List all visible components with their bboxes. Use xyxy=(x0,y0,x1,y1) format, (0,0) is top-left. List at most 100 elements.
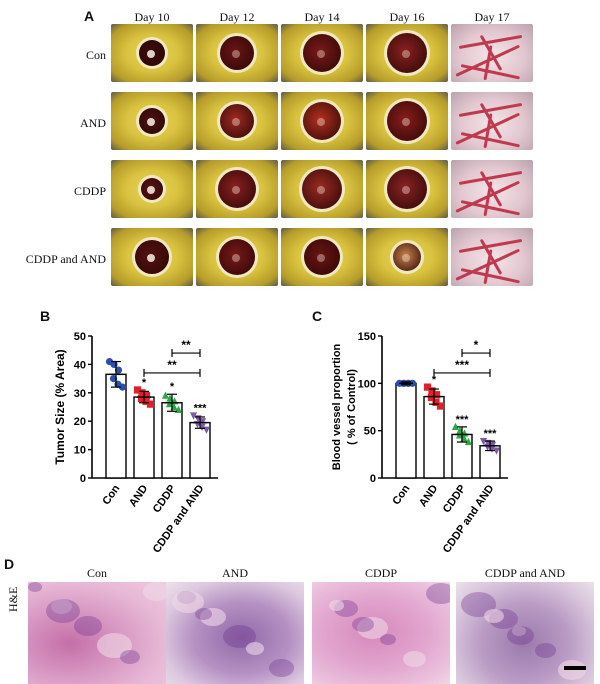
significance-mark: * xyxy=(170,381,175,393)
data-point xyxy=(423,383,432,391)
data-point xyxy=(492,447,501,455)
cam-photo xyxy=(111,228,193,286)
group-row-label: CDDP and AND xyxy=(25,252,106,266)
cam-photo xyxy=(366,228,448,286)
cam-photo xyxy=(281,160,363,218)
cam-photo xyxy=(366,92,448,150)
data-point xyxy=(142,392,151,400)
bracket-label: * xyxy=(474,338,479,352)
y-tick-label: 0 xyxy=(370,473,376,485)
category-label: CDDP and AND xyxy=(151,483,207,556)
data-point xyxy=(198,418,207,426)
he-histology-image xyxy=(456,582,594,684)
data-point xyxy=(464,437,473,446)
cam-photo xyxy=(196,228,278,286)
data-point xyxy=(109,375,118,383)
data-point xyxy=(432,391,441,399)
significance-mark: * xyxy=(432,374,437,386)
cam-photo xyxy=(281,92,363,150)
y-tick-label: 20 xyxy=(74,416,86,428)
y-tick-label: 30 xyxy=(74,388,86,400)
day-label: Day 12 xyxy=(219,10,255,24)
data-point xyxy=(436,402,445,410)
y-tick-label: 150 xyxy=(358,331,376,343)
data-point xyxy=(427,393,436,402)
bar xyxy=(161,402,183,479)
cam-photo xyxy=(366,160,448,218)
significance-mark: * xyxy=(142,377,147,389)
y-tick-label: 50 xyxy=(364,426,376,438)
he-group-label: CDDP xyxy=(364,566,397,580)
y-tick-label: 0 xyxy=(80,473,86,485)
cam-photo xyxy=(451,160,533,218)
bracket-label: *** xyxy=(455,358,469,372)
data-point xyxy=(146,400,155,408)
data-point xyxy=(138,389,146,397)
category-label: Con xyxy=(390,483,412,508)
category-label: AND xyxy=(417,483,441,509)
y-axis-label: Tumor Size (% Area) xyxy=(53,349,67,464)
y-axis-label-2: ( % of Control) xyxy=(346,369,358,445)
bar xyxy=(133,396,155,479)
data-point xyxy=(428,387,436,395)
he-stain-label: H&E xyxy=(6,586,20,612)
cam-photo xyxy=(451,92,533,150)
cam-photo xyxy=(366,24,448,82)
cam-photo xyxy=(111,160,193,218)
significance-mark: *** xyxy=(484,428,498,440)
category-label: CDDP xyxy=(151,483,179,515)
data-point xyxy=(118,383,127,391)
y-tick-label: 50 xyxy=(74,331,86,343)
cam-photo xyxy=(281,24,363,82)
he-histology-image xyxy=(28,582,166,684)
day-label: Day 14 xyxy=(304,10,340,24)
category-label: AND xyxy=(127,483,151,509)
group-row-label: AND xyxy=(80,116,106,130)
category-label: CDDP xyxy=(441,483,469,515)
y-tick-label: 40 xyxy=(74,359,86,371)
data-point xyxy=(114,366,123,374)
panel-c-letter: C xyxy=(312,308,323,324)
data-point xyxy=(161,391,170,399)
data-point xyxy=(189,412,198,420)
significance-mark: *** xyxy=(194,403,208,415)
y-tick-label: 10 xyxy=(74,445,86,457)
day-label: Day 10 xyxy=(134,10,170,24)
blood-vessel-chart: 0 50 100 150 Blood vessel proportion( % of C… xyxy=(331,331,508,556)
data-point xyxy=(137,394,146,403)
significance-mark: *** xyxy=(456,414,470,426)
data-point xyxy=(133,386,142,394)
category-label: CDDP and AND xyxy=(441,483,497,556)
group-row-label: Con xyxy=(85,48,106,62)
bar xyxy=(395,382,417,479)
data-point xyxy=(451,422,460,430)
panel-b-letter: B xyxy=(40,308,51,324)
cam-photo xyxy=(111,24,193,82)
he-histology-image xyxy=(312,582,450,684)
data-point xyxy=(479,437,488,446)
group-row-label: CDDP xyxy=(73,184,106,198)
cam-photo xyxy=(451,228,533,286)
y-axis-label: Blood vessel proportion xyxy=(331,343,343,470)
y-tick-label: 100 xyxy=(358,378,376,390)
data-point xyxy=(165,400,174,408)
cam-photo xyxy=(281,228,363,286)
category-label: Con xyxy=(100,483,122,508)
cam-photo xyxy=(196,92,278,150)
cam-photo xyxy=(196,160,278,218)
cam-photo xyxy=(111,92,193,150)
panel-a-letter: A xyxy=(84,8,95,24)
day-label: Day 16 xyxy=(389,10,425,24)
cam-photo xyxy=(196,24,278,82)
he-group-label: AND xyxy=(222,566,248,580)
he-histology-image xyxy=(166,582,304,684)
day-label: Day 17 xyxy=(474,10,510,24)
panel-d-letter: D xyxy=(4,556,15,572)
cam-photo xyxy=(451,24,533,82)
he-group-label: Con xyxy=(86,566,107,580)
bracket-label: ** xyxy=(181,338,191,352)
data-point xyxy=(432,398,440,406)
tumor-size-chart: 0 10 20 30 40 50 Tumor Size (% Area) Con * AND * CD… xyxy=(53,331,218,556)
scale-bar xyxy=(564,666,586,670)
he-group-label: CDDP and AND xyxy=(484,566,566,580)
